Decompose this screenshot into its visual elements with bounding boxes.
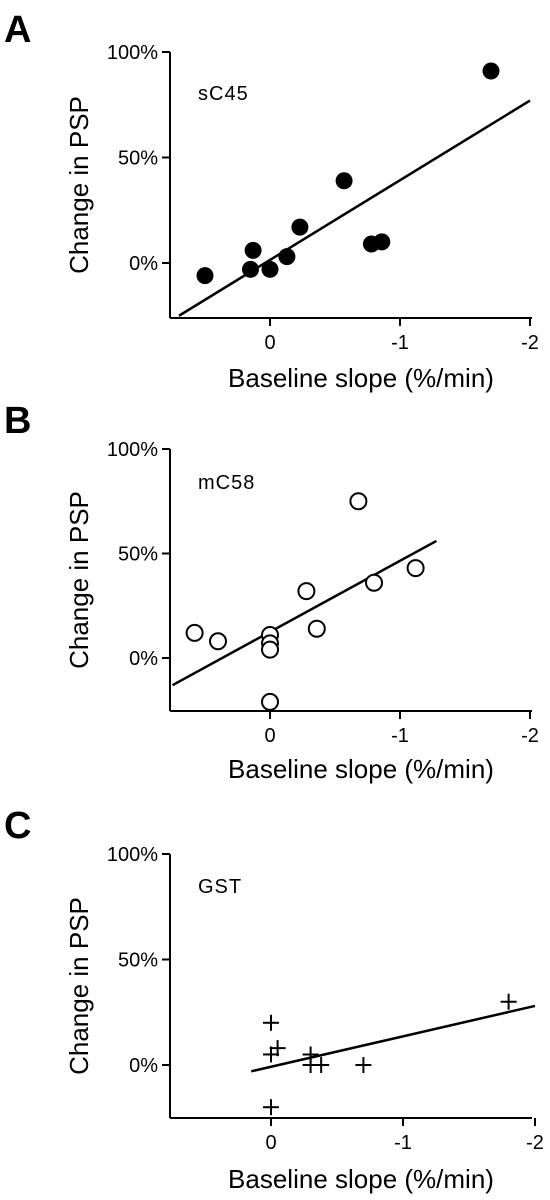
y-axis-title: Change in PSP — [64, 96, 94, 274]
data-point — [261, 260, 279, 278]
data-point — [209, 632, 227, 651]
data-point — [242, 260, 259, 278]
panel-b: B 0% 50% 100% 0 -1 -2 Baseline slope (%/min) Cha… — [4, 400, 539, 784]
data-point — [313, 1057, 330, 1073]
data-point — [307, 619, 326, 638]
data-point — [261, 692, 279, 711]
panel-letter: C — [4, 805, 31, 847]
y-tick-label: 100% — [107, 439, 158, 461]
x-axis-title: Baseline slope (%/min) — [228, 754, 494, 784]
y-tick-label: 50% — [118, 148, 158, 170]
panel-letter: B — [4, 400, 31, 442]
data-point — [185, 623, 204, 642]
fit-line — [171, 539, 437, 687]
x-tick-label: 0 — [265, 1132, 276, 1154]
fit-line — [250, 1004, 536, 1073]
data-point — [261, 640, 279, 659]
y-tick-label: 0% — [129, 1055, 158, 1077]
y-tick-label: 50% — [118, 950, 158, 972]
x-tick-label: -1 — [391, 332, 409, 354]
x-tick-label: -2 — [521, 725, 539, 747]
data-point — [291, 218, 309, 236]
data-point — [406, 559, 425, 578]
y-tick-label: 0% — [129, 253, 158, 275]
x-tick-label: -2 — [521, 332, 539, 354]
x-tick-label: -1 — [391, 725, 409, 747]
data-point — [500, 993, 517, 1010]
data-point — [244, 241, 262, 259]
panel-name: sC45 — [198, 83, 249, 105]
data-point — [263, 1099, 279, 1116]
data-point — [373, 233, 391, 251]
data-point — [349, 492, 368, 511]
data-point — [482, 62, 500, 80]
x-axis-title: Baseline slope (%/min) — [228, 363, 494, 393]
panel-letter: A — [4, 9, 31, 51]
panel-name: GST — [198, 876, 242, 898]
data-point — [297, 582, 316, 601]
data-point — [365, 573, 383, 592]
data-point — [278, 248, 296, 266]
data-point — [269, 1040, 286, 1057]
y-tick-label: 100% — [107, 844, 158, 866]
x-tick-label: 0 — [264, 332, 275, 354]
fit-line — [178, 99, 531, 317]
panel-name: mC58 — [198, 472, 255, 494]
data-point — [196, 267, 214, 285]
panel-c: C 0% 50% 100% 0 -1 -2 Baseline slope (%/min) Cha… — [4, 805, 544, 1194]
panel-a: A 0% 50% 100% 0 -1 -2 Baseline slope (%/min) Cha… — [4, 9, 539, 393]
x-tick-label: -1 — [394, 1132, 412, 1154]
y-tick-label: 50% — [118, 544, 158, 566]
y-tick-label: 0% — [129, 648, 158, 670]
y-tick-label: 100% — [107, 42, 158, 64]
y-axis-title: Change in PSP — [64, 491, 94, 669]
data-point — [263, 1014, 279, 1031]
data-point — [355, 1057, 372, 1073]
x-tick-label: 0 — [264, 725, 275, 747]
y-axis-title: Change in PSP — [64, 897, 94, 1075]
data-point — [335, 172, 353, 190]
x-tick-label: -2 — [526, 1132, 544, 1154]
x-axis-title: Baseline slope (%/min) — [228, 1164, 494, 1194]
